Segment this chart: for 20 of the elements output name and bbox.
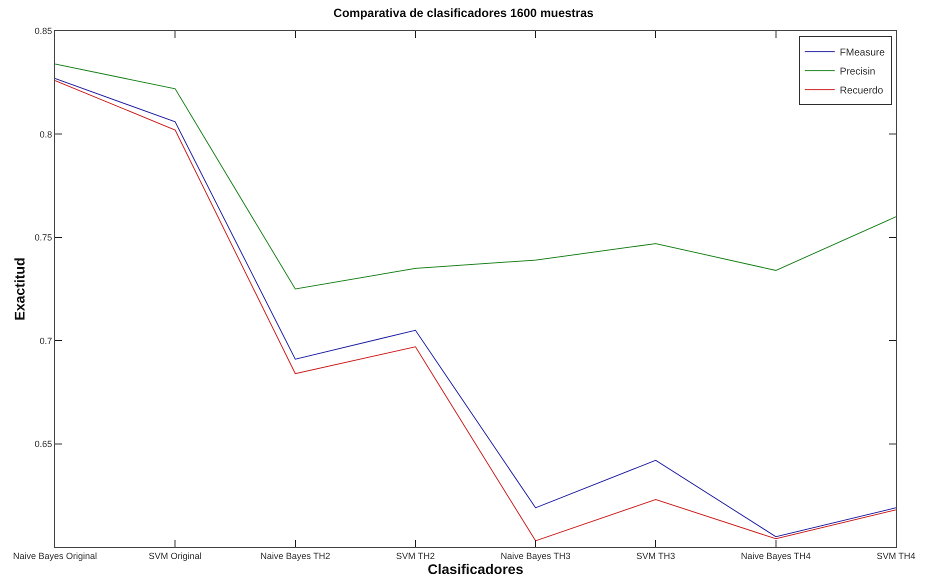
x-axis-title: Clasificadores [428,560,524,577]
x-tick-label: Naive Bayes TH2 [260,550,330,561]
x-tick-label: SVM TH3 [636,550,676,561]
legend-label: FMeasure [840,48,886,59]
x-tick-label: Naive Bayes TH4 [740,550,811,561]
x-tick-label: SVM Original [148,550,202,561]
chart-title: Comparativa de clasificadores 1600 muestras [333,6,594,20]
x-tick-label: SVM TH4 [876,550,916,561]
y-tick-label: 0.75 [34,232,52,243]
x-tick-label: Naive Bayes Original [12,550,98,561]
y-axis-title: Exactitud [11,257,28,321]
y-tick-label: 0.7 [40,336,52,346]
line-series [55,64,896,290]
y-tick-label: 0.65 [34,438,52,449]
legend-label: Recuerdo [840,86,884,97]
y-tick-label: 0.85 [34,26,52,36]
y-tick-label: 0.8 [40,129,52,140]
x-tick-label: Naive Bayes TH3 [500,550,571,561]
legend-label: Precisin [840,66,876,78]
x-tick-label: SVM TH2 [396,550,435,561]
